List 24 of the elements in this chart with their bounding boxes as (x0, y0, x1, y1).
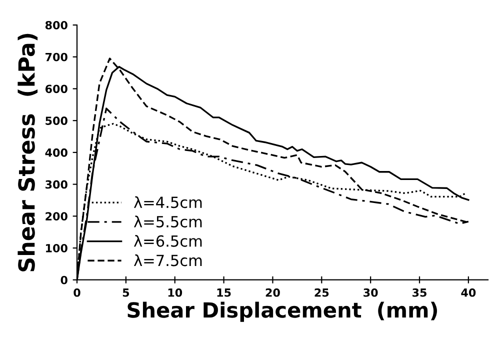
x-tick-label: 40 (461, 288, 476, 297)
y-tick-label: 100 (46, 244, 68, 252)
x-tick-label: 15 (217, 288, 231, 297)
y-axis-title: Shear Stress (kPa) (18, 34, 38, 272)
legend-label: λ=7.5cm (134, 254, 202, 266)
legend-label: λ=5.5cm (134, 216, 202, 228)
x-tick-label: 0 (74, 288, 80, 297)
y-tick-label: 0 (60, 276, 68, 284)
legend-label: λ=4.5cm (134, 196, 202, 208)
x-tick-label: 10 (168, 288, 182, 297)
x-tick-label: 5 (122, 288, 130, 297)
y-tick-label: 400 (45, 148, 68, 157)
y-tick-label: 800 (45, 20, 68, 30)
y-tick-label: 700 (46, 52, 68, 62)
x-tick-label: 30 (364, 288, 378, 297)
x-axis-title: Shear Displacement (mm) (128, 302, 437, 322)
y-tick-label: 200 (46, 212, 68, 221)
y-tick-label: 600 (45, 84, 68, 94)
x-tick-label: 35 (412, 288, 426, 297)
x-tick-label: 25 (314, 288, 329, 297)
y-tick-label: 300 (46, 180, 68, 189)
legend-label: λ=6.5cm (134, 235, 202, 247)
y-tick-label: 500 (46, 116, 68, 125)
x-tick-label: 20 (266, 288, 280, 297)
